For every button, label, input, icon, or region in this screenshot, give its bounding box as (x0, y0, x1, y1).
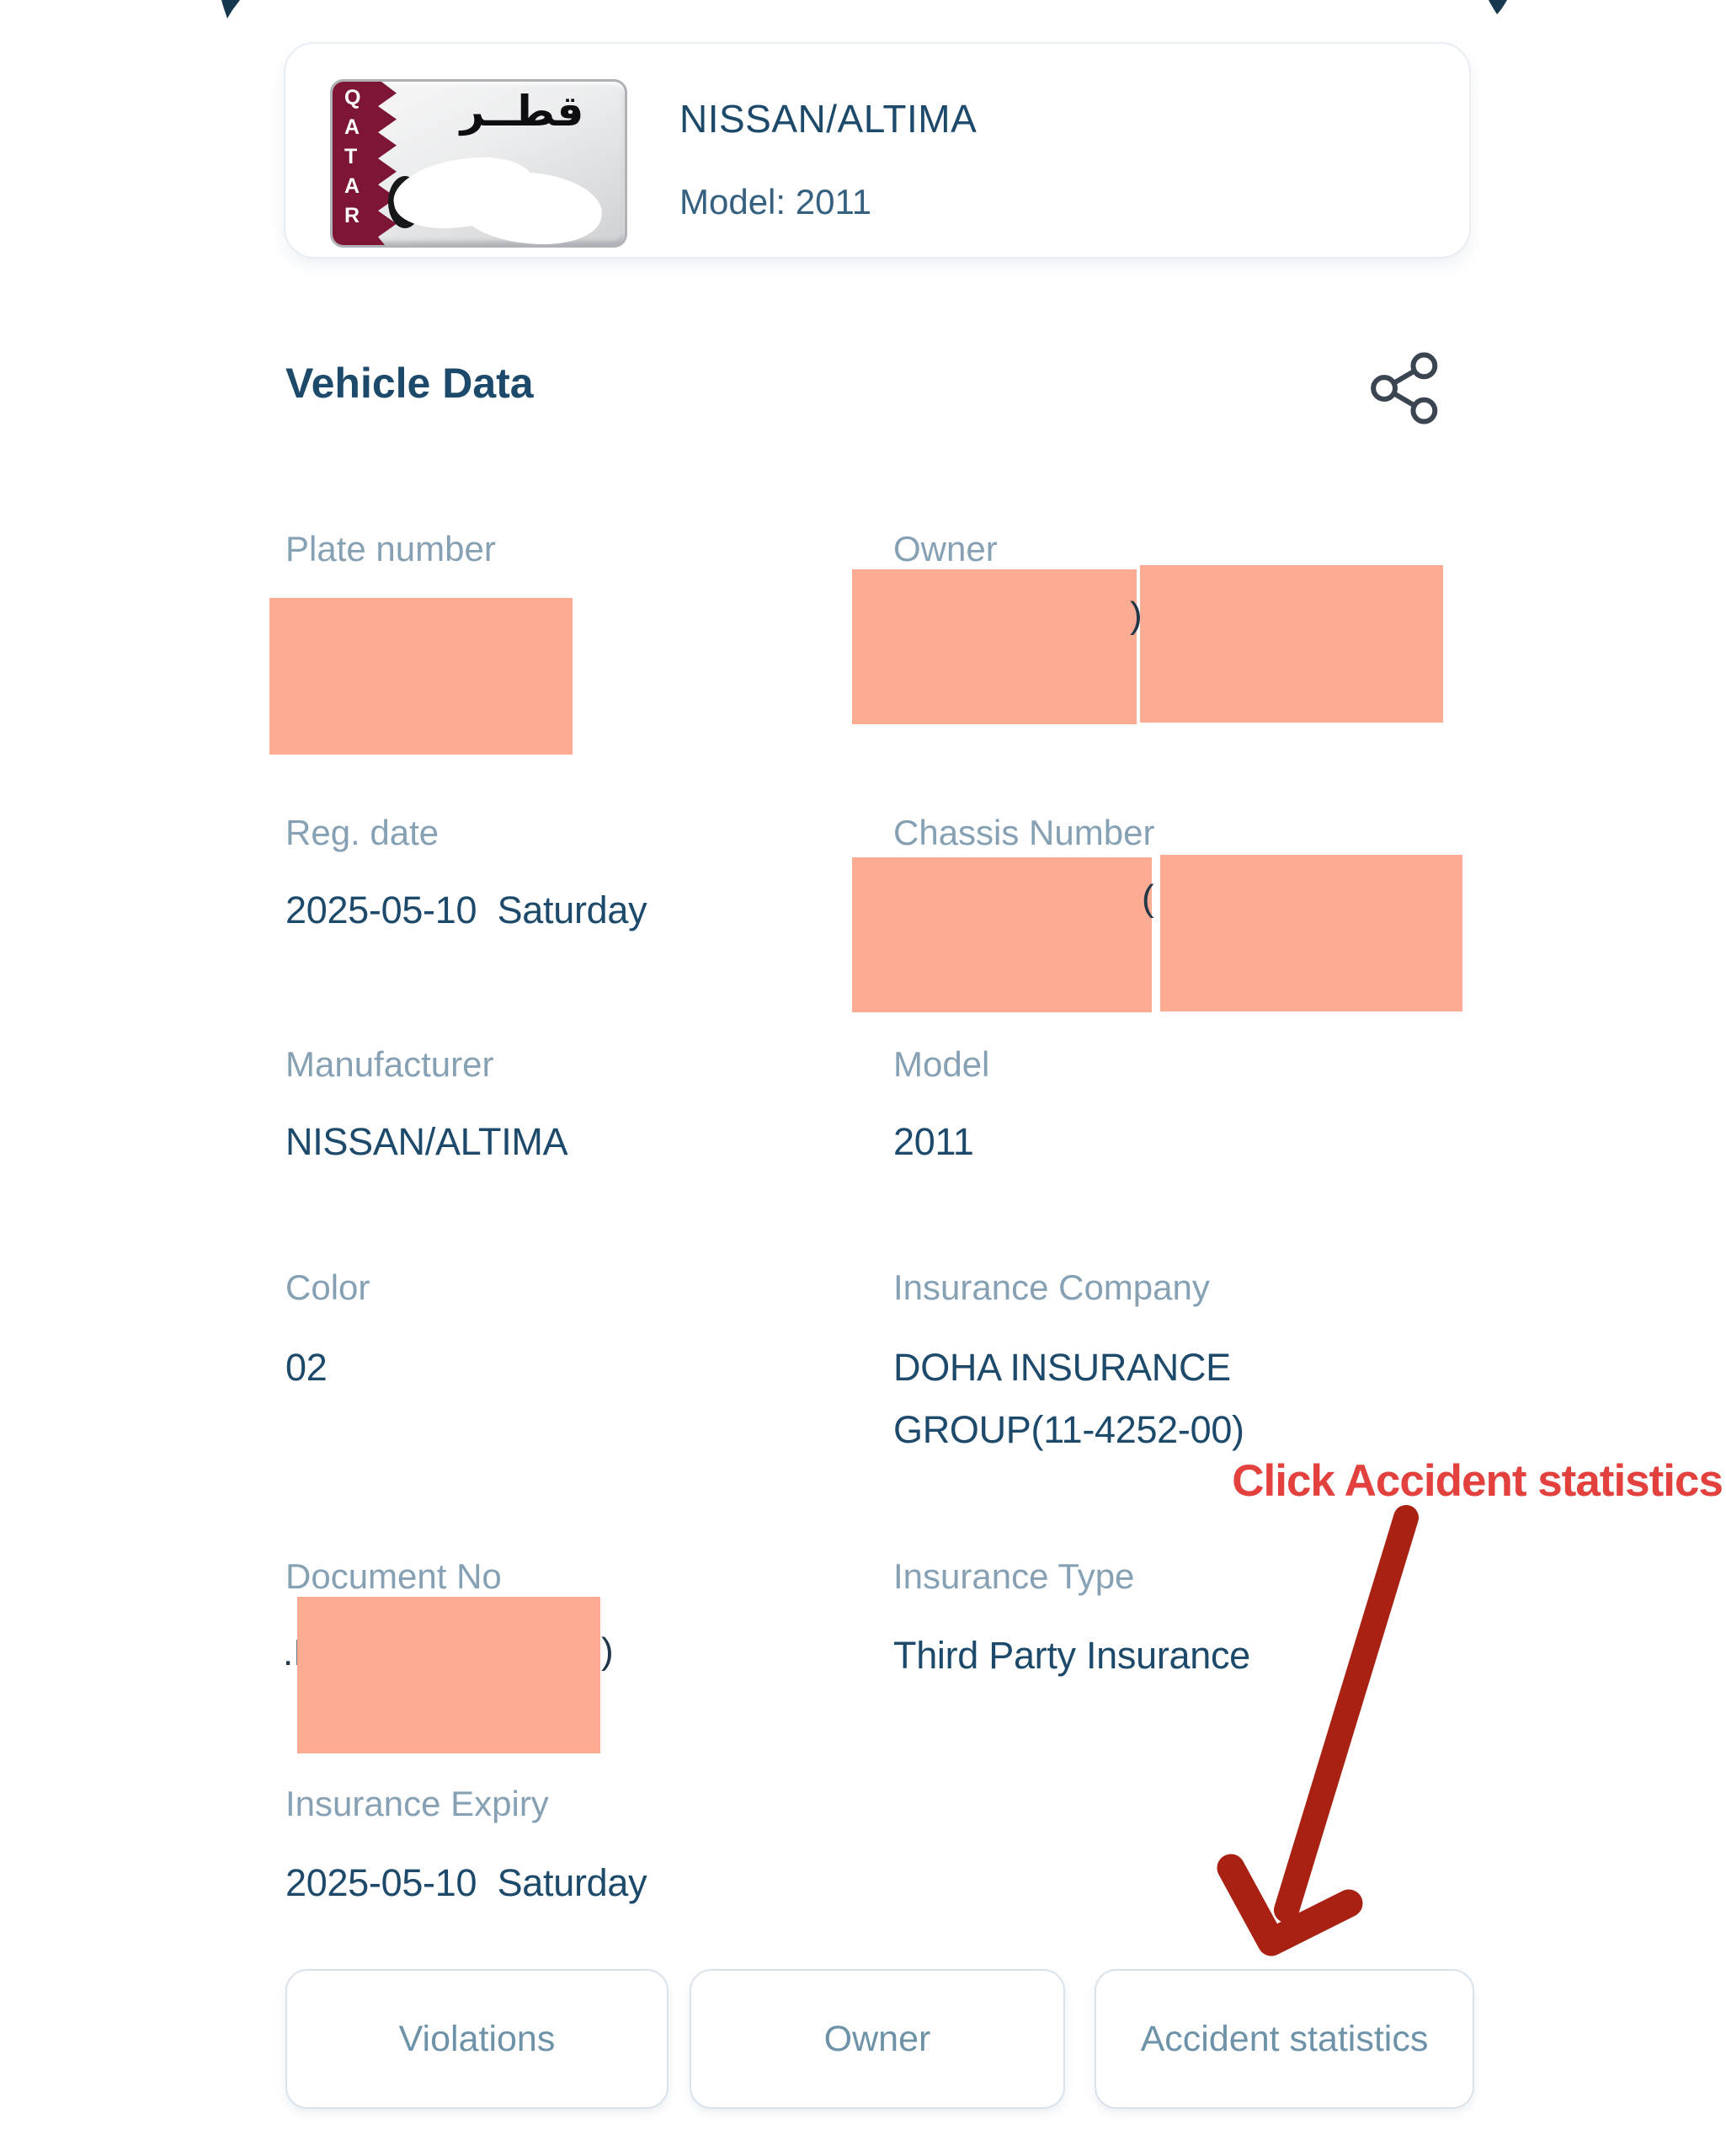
chassis-redaction (852, 857, 1152, 1012)
owner-redaction (852, 569, 1137, 724)
plate-arabic-text: قطــر (460, 87, 584, 136)
plate-letter: R (344, 204, 360, 227)
header-decorative-tips (221, 0, 1507, 19)
license-plate-image: Q A T A R قطــر (330, 79, 627, 248)
vehicle-title: NISSAN/ALTIMA (679, 97, 978, 141)
plate-letter: A (344, 174, 360, 198)
owner-button-label: Owner (823, 2018, 931, 2059)
chassis-text-fragment: ( (1142, 878, 1154, 919)
insurance-company-label: Insurance Company (893, 1267, 1210, 1307)
qatar-plate-side-strip: Q A T A R (333, 82, 397, 245)
share-icon[interactable] (1369, 350, 1441, 426)
violations-button-label: Violations (398, 2018, 556, 2059)
violations-button[interactable]: Violations (285, 1969, 669, 2109)
reg-date-value: 2025-05-10 Saturday (285, 889, 647, 931)
insurance-type-value: Third Party Insurance (893, 1634, 1250, 1677)
plate-number-redaction-blob (454, 165, 605, 245)
accident-statistics-button[interactable]: Accident statistics (1095, 1969, 1474, 2109)
owner-text-fragment: ) (1130, 595, 1142, 636)
document-no-label: Document No (285, 1556, 502, 1596)
color-value: 02 (285, 1346, 328, 1389)
plate-letter: T (344, 145, 358, 168)
color-label: Color (285, 1267, 370, 1307)
model-label: Model (893, 1044, 990, 1084)
insurance-expiry-value: 2025-05-10 Saturday (285, 1861, 647, 1904)
plate-letter: A (344, 115, 360, 139)
manufacturer-label: Manufacturer (285, 1044, 494, 1084)
plate-number-label: Plate number (285, 529, 496, 568)
accident-statistics-button-label: Accident statistics (1140, 2018, 1429, 2059)
insurance-company-value-line2: GROUP(11-4252-00) (893, 1408, 1244, 1451)
plate-letter: Q (344, 86, 361, 109)
document-no-redaction (297, 1597, 600, 1753)
reg-date-label: Reg. date (285, 813, 439, 852)
chassis-number-label: Chassis Number (893, 813, 1155, 852)
vehicle-summary-card: Q A T A R قطــر NISSAN/ALTIMA Model: 201… (284, 42, 1471, 259)
owner-button[interactable]: Owner (690, 1969, 1065, 2109)
model-value: 2011 (893, 1120, 974, 1163)
insurance-company-value-line1: DOHA INSURANCE (893, 1346, 1231, 1389)
plate-number-redaction (269, 598, 573, 755)
chassis-redaction (1160, 855, 1462, 1011)
manufacturer-value: NISSAN/ALTIMA (285, 1120, 568, 1163)
owner-redaction (1140, 565, 1443, 723)
vehicle-model-line: Model: 2011 (679, 182, 872, 221)
insurance-expiry-label: Insurance Expiry (285, 1784, 549, 1823)
page-title: Vehicle Data (285, 360, 534, 407)
insurance-type-label: Insurance Type (893, 1556, 1135, 1596)
document-no-fragment-right: ) (601, 1630, 614, 1672)
click-accident-statistics-annotation: Click Accident statistics (1232, 1456, 1723, 1506)
owner-label: Owner (893, 529, 998, 568)
